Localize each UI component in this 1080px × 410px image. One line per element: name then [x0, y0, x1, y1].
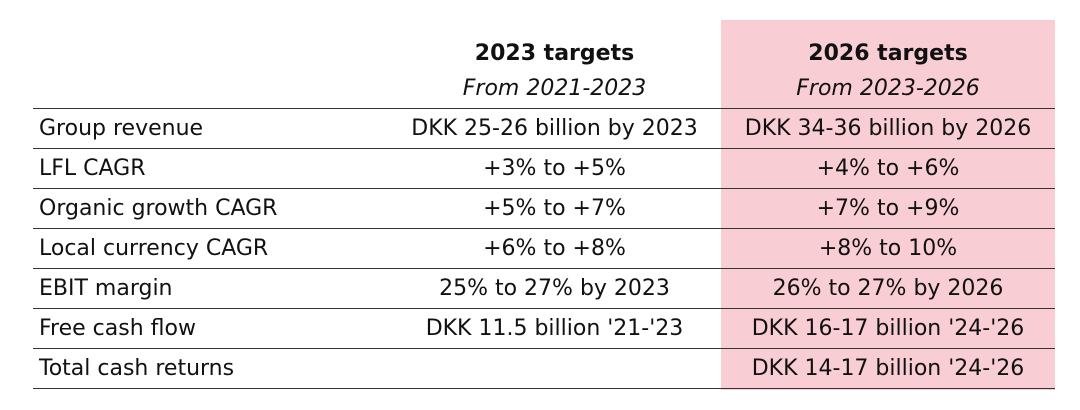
target-2026-value: +4% to +6%	[721, 148, 1055, 189]
target-2023-value: +6% to +8%	[388, 228, 721, 269]
target-2026-value: 26% to 27% by 2026	[721, 268, 1055, 309]
target-2023-value: +3% to +5%	[388, 148, 721, 189]
row-label: Local currency CAGR	[33, 228, 388, 269]
header-2023-title: 2023 targets	[474, 41, 635, 66]
table-row: EBIT margin 25% to 27% by 2023 26% to 27…	[33, 268, 1055, 309]
table-row: Group revenue DKK 25-26 billion by 2023 …	[33, 108, 1055, 149]
row-label: LFL CAGR	[33, 148, 388, 189]
header-row-title: 2023 targets 2026 targets	[33, 20, 1055, 68]
row-label: Total cash returns	[33, 348, 388, 389]
header-2026-period: From 2023-2026	[796, 75, 980, 101]
table-row: Free cash flow DKK 11.5 billion '21-'23 …	[33, 308, 1055, 349]
target-2026-value: DKK 34-36 billion by 2026	[721, 108, 1055, 149]
target-2023-value: DKK 11.5 billion '21-'23	[388, 308, 721, 349]
table-row: Total cash returns DKK 14-17 billion '24…	[33, 348, 1055, 389]
table-row: LFL CAGR +3% to +5% +4% to +6%	[33, 148, 1055, 189]
header-row-period: From 2021-2023 From 2023-2026	[33, 68, 1055, 109]
target-2026-value: +8% to 10%	[721, 228, 1055, 269]
target-2023-value: +5% to +7%	[388, 188, 721, 229]
financial-targets-table: 2023 targets 2026 targets From 2021-2023…	[33, 20, 1055, 389]
target-2023-value: 25% to 27% by 2023	[388, 268, 721, 309]
row-label: EBIT margin	[33, 268, 388, 309]
header-2023-period: From 2021-2023	[462, 75, 647, 101]
header-2026-title: 2026 targets	[808, 41, 968, 66]
row-label: Group revenue	[33, 108, 388, 149]
target-2023-value: DKK 25-26 billion by 2023	[388, 108, 721, 149]
target-2026-value: DKK 14-17 billion '24-'26	[721, 348, 1055, 389]
target-2023-value	[388, 348, 721, 389]
target-2026-value: DKK 16-17 billion '24-'26	[721, 308, 1055, 349]
header-empty-cell	[33, 20, 388, 68]
table-row: Local currency CAGR +6% to +8% +8% to 10…	[33, 228, 1055, 269]
row-label: Organic growth CAGR	[33, 188, 388, 229]
row-label: Free cash flow	[33, 308, 388, 349]
header-empty-cell	[33, 68, 388, 109]
table-row: Organic growth CAGR +5% to +7% +7% to +9…	[33, 188, 1055, 229]
target-2026-value: +7% to +9%	[721, 188, 1055, 229]
